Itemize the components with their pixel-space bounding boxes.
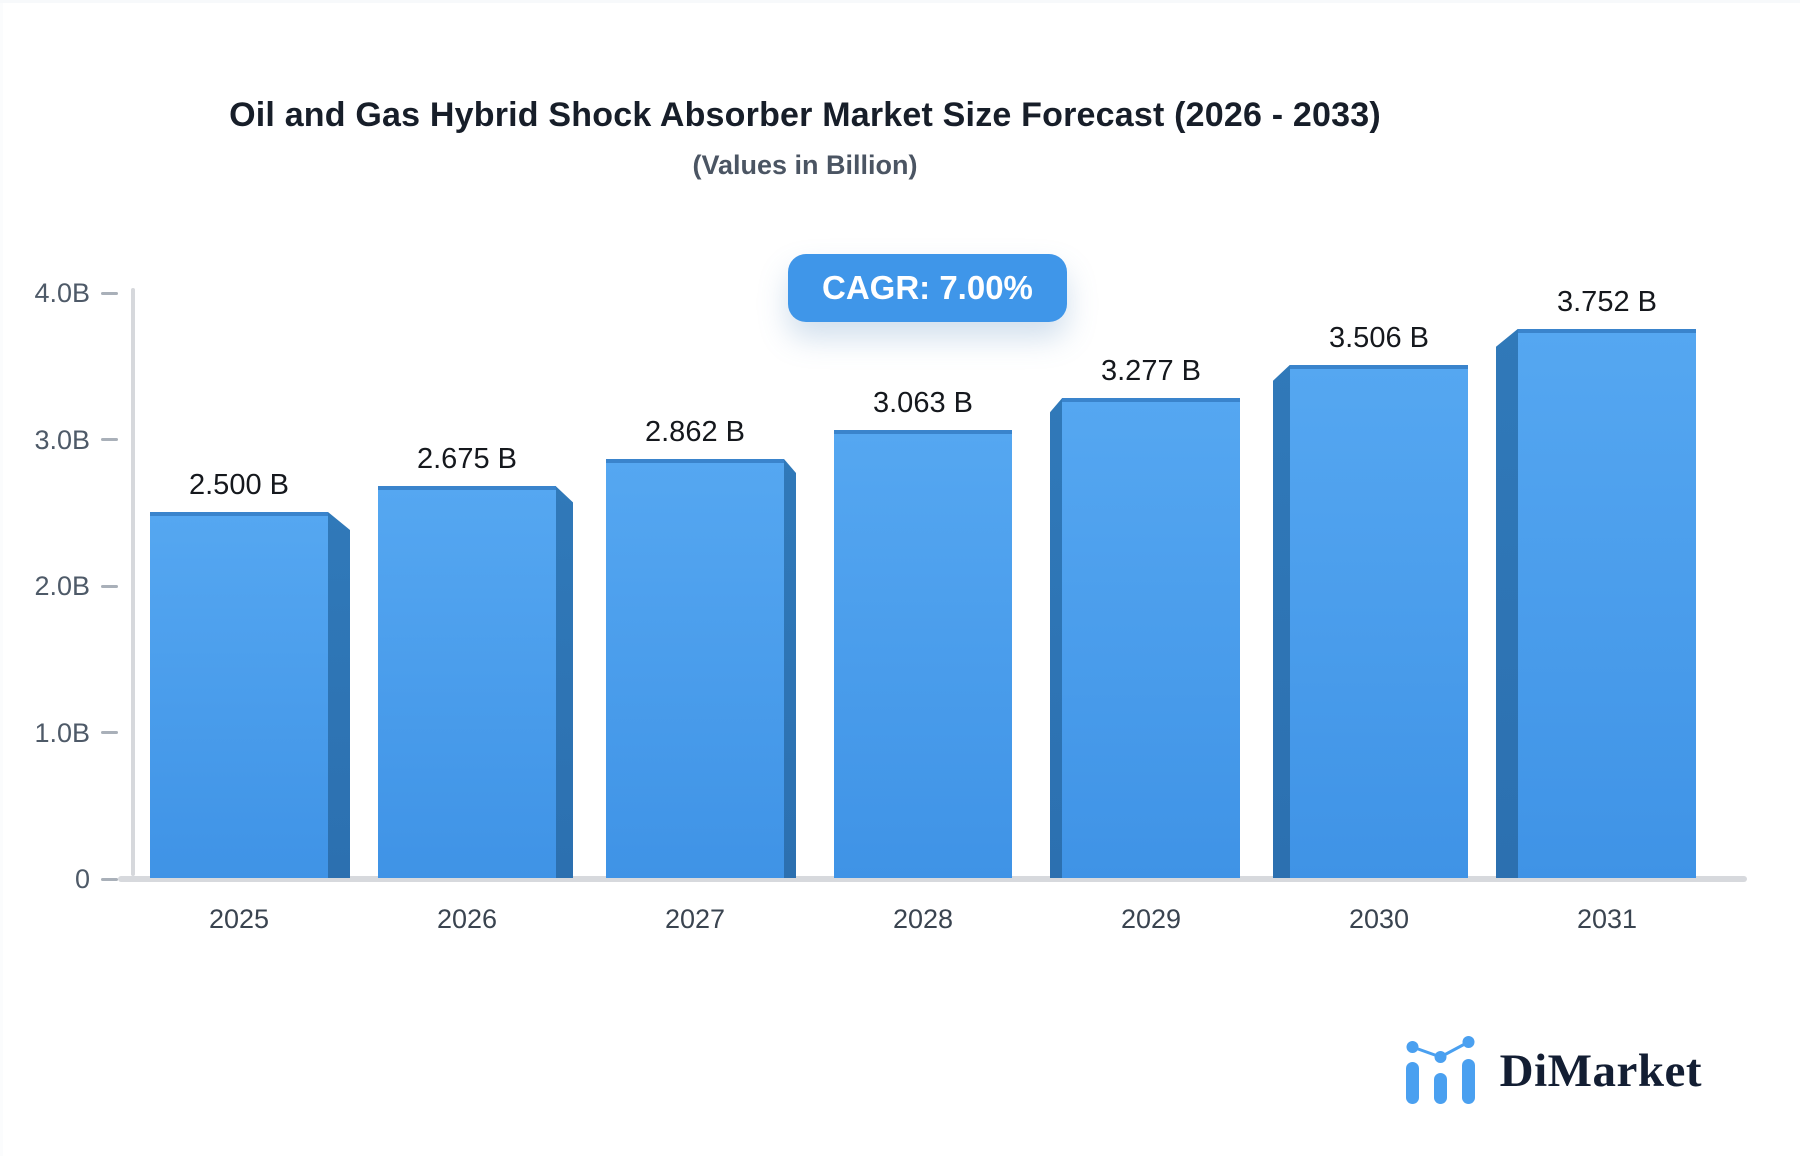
bar-value-label: 3.063 B bbox=[873, 386, 973, 419]
bar-side-face-2026 bbox=[556, 486, 573, 878]
bar-2026[interactable] bbox=[378, 486, 556, 878]
cagr-badge: CAGR: 7.00% bbox=[788, 254, 1067, 322]
bar-value-label: 2.500 B bbox=[189, 469, 289, 501]
x-axis-tick-label: 2027 bbox=[664, 904, 726, 934]
brand-logo-text: DiMarket bbox=[1499, 1045, 1702, 1097]
bar-value-label: 2.862 B bbox=[645, 416, 745, 448]
y-axis-tick-label: 4.0B bbox=[34, 278, 90, 309]
y-axis-tick-mark bbox=[101, 438, 118, 442]
bar-value-label: 2.675 B bbox=[417, 443, 517, 476]
y-axis-tick-label: 3.0B bbox=[34, 424, 90, 455]
bar-2029[interactable] bbox=[1062, 398, 1240, 878]
y-axis-tick-mark bbox=[101, 877, 118, 881]
bar-side-face-2030 bbox=[1273, 364, 1290, 878]
bar-2031[interactable] bbox=[1518, 328, 1696, 878]
bar-chart-trend-icon bbox=[1405, 1036, 1475, 1104]
bar-side-face-2025 bbox=[328, 512, 350, 878]
x-axis-tick-label: 2026 bbox=[436, 904, 498, 934]
bar-value-label: 3.506 B bbox=[1329, 321, 1429, 354]
bar-2027[interactable] bbox=[606, 459, 784, 878]
bar-side-face-2027 bbox=[784, 459, 796, 878]
bar-side-face-2031 bbox=[1496, 328, 1518, 878]
x-axis-tick-label: 2031 bbox=[1576, 904, 1638, 934]
y-axis-tick-label: 1.0B bbox=[34, 717, 90, 748]
x-axis-tick-label: 2028 bbox=[892, 904, 954, 934]
y-axis-tick-mark bbox=[101, 731, 118, 735]
x-axis-line bbox=[118, 876, 1747, 882]
bar-side-face-2029 bbox=[1050, 398, 1062, 878]
bar-2025[interactable] bbox=[150, 512, 328, 878]
bar-value-label: 3.277 B bbox=[1101, 355, 1201, 388]
y-axis-tick-label: 2.0B bbox=[34, 571, 90, 602]
bar-2028[interactable] bbox=[834, 429, 1012, 878]
y-axis-tick-label: 0 bbox=[74, 864, 90, 894]
bar-2030[interactable] bbox=[1290, 364, 1468, 878]
brand-logo: DiMarket bbox=[1403, 1036, 1702, 1106]
bar-value-label: 3.752 B bbox=[1557, 285, 1657, 318]
x-axis-tick-label: 2029 bbox=[1120, 904, 1182, 934]
x-axis-tick-label: 2030 bbox=[1348, 904, 1410, 934]
y-axis-tick-mark bbox=[101, 584, 118, 588]
y-axis-line bbox=[131, 288, 135, 876]
x-axis-tick-label: 2025 bbox=[208, 904, 270, 934]
y-axis-tick-mark bbox=[101, 291, 118, 295]
